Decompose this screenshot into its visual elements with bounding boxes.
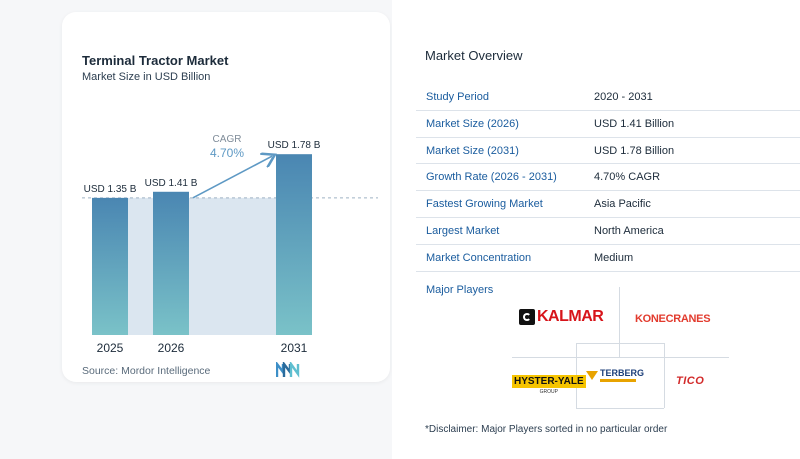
chart-subtitle: Market Size in USD Billion [82, 71, 211, 83]
row-value: USD 1.41 Billion [594, 117, 675, 130]
shaded-band [128, 197, 276, 335]
row-key: Market Concentration [426, 251, 532, 264]
table-row: Fastest Growing Market Asia Pacific [416, 191, 800, 218]
players-divider [512, 357, 729, 358]
kalmar-name: KALMAR [537, 308, 604, 325]
source-text: Source: Mordor Intelligence [82, 365, 211, 377]
players-divider [664, 343, 665, 408]
major-players-title: Major Players [426, 284, 494, 296]
terberg-icon [586, 370, 598, 380]
players-divider [576, 343, 664, 344]
hyster-yale-group: GROUP [539, 389, 558, 395]
data-label-2025: USD 1.35 B [84, 184, 137, 195]
overview-title: Market Overview [425, 48, 523, 63]
row-value: Medium [594, 251, 634, 264]
cagr-value: 4.70% [210, 146, 244, 160]
disclaimer: *Disclaimer: Major Players sorted in no … [425, 424, 668, 435]
terberg-logo: TERBERG [586, 368, 644, 382]
kalmar-icon [519, 309, 535, 325]
row-key: Study Period [426, 91, 489, 103]
tico-logo: TICO [676, 375, 705, 387]
bar-2025 [92, 197, 128, 335]
row-key: Market Size (2026) [426, 117, 519, 130]
data-label-2031: USD 1.78 B [268, 140, 321, 151]
row-value: USD 1.78 Billion [594, 144, 675, 157]
row-value: 2020 - 2031 [594, 91, 653, 103]
bar-2026 [153, 191, 189, 335]
x-tick-2031: 2031 [281, 341, 308, 355]
kalmar-logo: KALMAR [519, 308, 604, 326]
terberg-group [600, 379, 636, 382]
chart-title: Terminal Tractor Market [82, 53, 229, 68]
row-value: Asia Pacific [594, 198, 651, 211]
row-key: Fastest Growing Market [426, 198, 543, 211]
x-tick-2025: 2025 [97, 341, 124, 355]
table-row: Market Concentration Medium [416, 245, 800, 272]
cagr-arrow [192, 156, 272, 199]
table-row: Market Size (2031) USD 1.78 Billion [416, 138, 800, 165]
konecranes-logo: KONECRANES [635, 313, 711, 325]
bar-2031 [276, 154, 312, 335]
table-row: Market Size (2026) USD 1.41 Billion [416, 111, 800, 138]
hyster-yale-logo: HYSTER-YALE GROUP [512, 375, 586, 395]
market-overview-panel: Market Overview Study Period 2020 - 2031 … [392, 0, 800, 459]
row-key: Largest Market [426, 224, 500, 237]
row-key: Growth Rate (2026 - 2031) [426, 171, 557, 184]
terberg-name: TERBERG [600, 368, 645, 378]
x-tick-2026: 2026 [158, 341, 185, 355]
data-label-2026: USD 1.41 B [145, 178, 198, 189]
bar-chart: USD 1.35 B 2025 USD 1.41 B 2026 USD 1.78 B 20… [82, 134, 378, 355]
hyster-yale-name: HYSTER-YALE [512, 375, 586, 388]
mordor-logo-icon [276, 362, 300, 378]
players-divider [619, 287, 620, 357]
row-value: North America [594, 224, 664, 237]
table-row: Largest Market North America [416, 218, 800, 245]
overview-table: Study Period 2020 - 2031 Market Size (202… [416, 84, 800, 272]
row-key: Market Size (2031) [426, 144, 519, 157]
players-divider [576, 408, 664, 409]
table-row: Growth Rate (2026 - 2031) 4.70% CAGR [416, 164, 800, 192]
table-row: Study Period 2020 - 2031 [416, 84, 800, 111]
cagr-label: CAGR [213, 134, 242, 145]
chart-card: USD 1.35 B 2025 USD 1.41 B 2026 USD 1.78 B 20… [62, 12, 390, 382]
row-value: 4.70% CAGR [594, 171, 661, 184]
